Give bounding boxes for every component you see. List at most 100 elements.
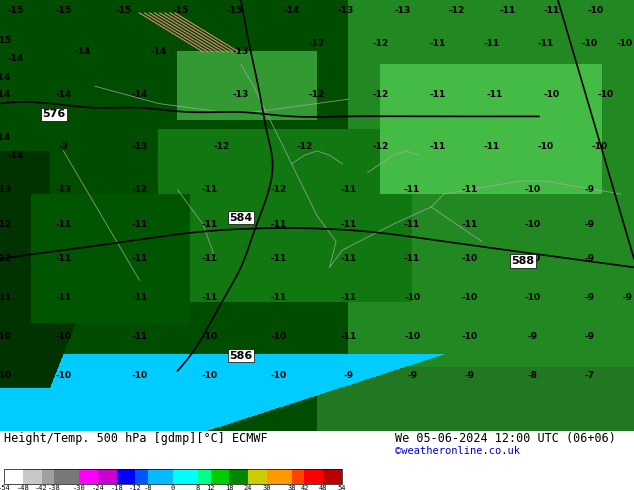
Bar — [4, 469, 23, 484]
Text: -12: -12 — [372, 90, 389, 99]
Bar — [230, 469, 248, 484]
Text: -13: -13 — [394, 6, 411, 15]
Text: -12: -12 — [129, 485, 142, 490]
Text: -14: -14 — [8, 54, 24, 63]
Text: -11: -11 — [131, 220, 148, 229]
Text: -11: -11 — [201, 185, 217, 194]
Text: -10: -10 — [55, 332, 72, 341]
Text: -13: -13 — [233, 90, 249, 99]
Text: -10: -10 — [543, 90, 560, 99]
Text: 586: 586 — [230, 351, 252, 361]
Text: -10: -10 — [597, 90, 614, 99]
Text: -48: -48 — [16, 485, 29, 490]
Text: -54: -54 — [0, 485, 10, 490]
Text: -11: -11 — [340, 185, 357, 194]
Text: -11: -11 — [404, 254, 420, 263]
Text: -14: -14 — [74, 47, 91, 56]
Text: -10: -10 — [588, 6, 604, 15]
Text: -11: -11 — [340, 254, 357, 263]
Text: -10: -10 — [404, 293, 420, 302]
Text: -14: -14 — [150, 47, 167, 56]
Text: -14: -14 — [8, 151, 24, 160]
Text: -7: -7 — [585, 370, 595, 380]
Text: -10: -10 — [271, 332, 287, 341]
Text: -10: -10 — [404, 332, 420, 341]
Text: -11: -11 — [55, 293, 72, 302]
Text: Height/Temp. 500 hPa [gdmp][°C] ECMWF: Height/Temp. 500 hPa [gdmp][°C] ECMWF — [4, 432, 268, 445]
Text: -9: -9 — [585, 254, 595, 263]
Bar — [304, 469, 323, 484]
Text: -11: -11 — [201, 293, 217, 302]
Text: -10: -10 — [201, 370, 217, 380]
Text: -14: -14 — [0, 90, 11, 99]
Text: -14: -14 — [131, 90, 148, 99]
Bar — [198, 469, 210, 484]
Text: -10: -10 — [461, 293, 477, 302]
Text: -10: -10 — [524, 254, 541, 263]
Text: 18: 18 — [225, 485, 233, 490]
Text: -11: -11 — [537, 39, 553, 48]
Text: -10: -10 — [537, 142, 553, 151]
Bar — [23, 469, 42, 484]
Bar — [148, 469, 173, 484]
Text: -15: -15 — [0, 36, 11, 46]
Text: -9: -9 — [585, 332, 595, 341]
Text: -11: -11 — [131, 293, 148, 302]
Text: -12: -12 — [271, 185, 287, 194]
Text: 30: 30 — [262, 485, 271, 490]
Bar — [292, 469, 304, 484]
Text: -30: -30 — [73, 485, 86, 490]
Text: -10: -10 — [201, 332, 217, 341]
Text: -10: -10 — [461, 254, 477, 263]
Text: -11: -11 — [340, 220, 357, 229]
Text: -11: -11 — [404, 185, 420, 194]
Bar — [4, 469, 342, 484]
Text: 0: 0 — [171, 485, 175, 490]
Text: 576: 576 — [42, 109, 65, 119]
Text: 54: 54 — [338, 485, 346, 490]
Text: -10: -10 — [0, 370, 11, 380]
Text: 38: 38 — [288, 485, 296, 490]
Text: -11: -11 — [499, 6, 515, 15]
Text: 12: 12 — [206, 485, 215, 490]
Text: -9: -9 — [585, 293, 595, 302]
Text: -9: -9 — [623, 293, 633, 302]
Bar — [323, 469, 342, 484]
Text: -14: -14 — [55, 90, 72, 99]
Text: -11: -11 — [340, 293, 357, 302]
Text: -13: -13 — [233, 47, 249, 56]
Text: -12: -12 — [309, 90, 325, 99]
Text: 584: 584 — [230, 213, 252, 223]
Text: -11: -11 — [131, 332, 148, 341]
Bar — [136, 469, 148, 484]
Text: -11: -11 — [271, 254, 287, 263]
Text: -11: -11 — [543, 6, 560, 15]
Text: 8: 8 — [196, 485, 200, 490]
Text: -10: -10 — [591, 142, 607, 151]
Text: -9: -9 — [527, 332, 538, 341]
Text: -11: -11 — [461, 185, 477, 194]
Text: -12: -12 — [309, 39, 325, 48]
Text: -12: -12 — [296, 142, 313, 151]
Text: -10: -10 — [461, 332, 477, 341]
Text: -13: -13 — [55, 185, 72, 194]
Text: -11: -11 — [271, 293, 287, 302]
Text: -15: -15 — [172, 6, 189, 15]
Text: -10: -10 — [524, 185, 541, 194]
Bar — [173, 469, 198, 484]
Text: -11: -11 — [461, 220, 477, 229]
Text: 24: 24 — [244, 485, 252, 490]
Text: -10: -10 — [581, 39, 598, 48]
Bar — [210, 469, 230, 484]
Text: -12: -12 — [372, 142, 389, 151]
Text: -14: -14 — [283, 6, 300, 15]
Text: -11: -11 — [483, 39, 500, 48]
Text: -10: -10 — [131, 370, 148, 380]
Text: -12: -12 — [448, 6, 465, 15]
Text: -9: -9 — [407, 370, 417, 380]
Text: -15: -15 — [226, 6, 243, 15]
Text: -11: -11 — [404, 220, 420, 229]
Text: 588: 588 — [512, 256, 534, 266]
Text: -10: -10 — [616, 39, 633, 48]
Text: -11: -11 — [55, 254, 72, 263]
